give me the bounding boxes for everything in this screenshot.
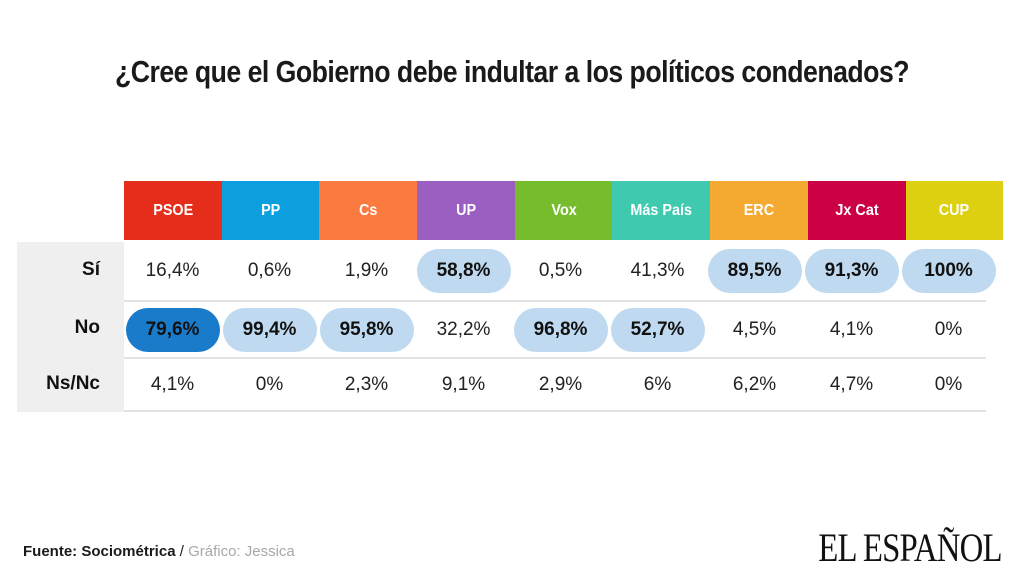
table-cell: 41,3% bbox=[609, 242, 706, 300]
table-cell: 0,6% bbox=[221, 242, 318, 300]
value-text: 0% bbox=[255, 373, 284, 395]
table-cell: 0% bbox=[900, 359, 997, 410]
table-cell: 91,3% bbox=[803, 242, 900, 300]
highlighted-value: 99,4% bbox=[222, 307, 317, 352]
value-text: 6,2% bbox=[732, 373, 777, 395]
party-label: Jx Cat bbox=[835, 201, 879, 219]
row-label-nsnc: Ns/Nc bbox=[46, 373, 100, 394]
table-cell: 79,6% bbox=[124, 302, 221, 357]
party-label: ERC bbox=[743, 201, 775, 219]
table-cell: 2,9% bbox=[512, 359, 609, 410]
party-header: PSOE bbox=[124, 181, 222, 240]
table-cell: 1,9% bbox=[318, 242, 415, 300]
value-text: 2,3% bbox=[344, 373, 389, 395]
party-header: Más País bbox=[612, 181, 711, 240]
value-text: 32,2% bbox=[436, 318, 491, 340]
table-cell: 16,4% bbox=[124, 242, 221, 300]
highlighted-value: 95,8% bbox=[319, 307, 414, 352]
table-cell: 0% bbox=[900, 302, 997, 357]
table-cell: 0,5% bbox=[512, 242, 609, 300]
highlighted-value: 52,7% bbox=[610, 307, 705, 352]
party-header: Vox bbox=[514, 181, 613, 240]
party-label: Más País bbox=[630, 201, 693, 219]
table-cell: 9,1% bbox=[415, 359, 512, 410]
row-divider bbox=[124, 410, 986, 412]
value-text: 4,5% bbox=[732, 318, 777, 340]
table-row-no: 79,6% 99,4% 95,8% 32,2% 96,8% 52,7% 4,5% 4,1% 0% bbox=[124, 302, 997, 357]
table-cell: 2,3% bbox=[318, 359, 415, 410]
value-text: 0,5% bbox=[538, 260, 583, 281]
el-espanol-logo: EL ESPAÑOL bbox=[818, 525, 1003, 570]
value-text: 1,9% bbox=[344, 260, 389, 281]
value-text: 4,1% bbox=[150, 373, 195, 395]
highlighted-value: 91,3% bbox=[804, 249, 899, 293]
party-header: UP bbox=[417, 181, 515, 240]
table-row-si: 16,4% 0,6% 1,9% 58,8% 0,5% 41,3% 89,5% 91,3% 100… bbox=[124, 242, 997, 300]
party-header: PP bbox=[221, 181, 320, 240]
value-text: 4,1% bbox=[829, 318, 874, 340]
party-label: Vox bbox=[550, 201, 577, 219]
table-row-nsnc: 4,1% 0% 2,3% 9,1% 2,9% 6% 6,2% 4,7% 0% bbox=[124, 359, 997, 410]
source-text: Fuente: Sociométrica bbox=[23, 543, 176, 560]
value-text: 16,4% bbox=[145, 260, 200, 281]
party-label: CUP bbox=[939, 201, 970, 219]
value-text: 0,6% bbox=[247, 260, 292, 281]
party-header-row: PSOE PP Cs UP Vox Más País ERC Jx Cat CUP bbox=[124, 181, 1004, 240]
highlighted-value: 100% bbox=[901, 249, 996, 293]
row-divider bbox=[124, 357, 986, 359]
row-labels-panel: Sí No Ns/Nc bbox=[17, 242, 124, 412]
table-cell: 95,8% bbox=[318, 302, 415, 357]
table-cell: 52,7% bbox=[609, 302, 706, 357]
highlighted-value: 96,8% bbox=[513, 307, 608, 352]
credit-text: Gráfico: Jessica bbox=[188, 543, 295, 560]
party-label: PSOE bbox=[152, 201, 193, 219]
value-text: 0% bbox=[934, 373, 963, 395]
footer-credits: Fuente: Sociométrica / Gráfico: Jessica bbox=[23, 543, 295, 560]
highlighted-value: 58,8% bbox=[416, 249, 511, 293]
table-cell: 4,1% bbox=[124, 359, 221, 410]
value-text: 6% bbox=[643, 373, 672, 395]
value-text: 0% bbox=[934, 318, 963, 340]
highlighted-value: 79,6% bbox=[125, 307, 220, 352]
separator: / bbox=[175, 543, 189, 560]
table-cell: 6,2% bbox=[706, 359, 803, 410]
table-cell: 4,5% bbox=[706, 302, 803, 357]
value-text: 9,1% bbox=[441, 373, 486, 395]
row-divider bbox=[124, 300, 986, 302]
value-text: 41,3% bbox=[630, 260, 685, 281]
table-cell: 32,2% bbox=[415, 302, 512, 357]
value-text: 2,9% bbox=[538, 373, 583, 395]
party-label: PP bbox=[260, 201, 281, 219]
table-cell: 4,1% bbox=[803, 302, 900, 357]
chart-title: ¿Cree que el Gobierno debe indultar a lo… bbox=[114, 54, 910, 89]
value-text: 4,7% bbox=[829, 373, 874, 395]
table-cell: 100% bbox=[900, 242, 997, 300]
row-label-si: Sí bbox=[82, 259, 100, 280]
party-header: Cs bbox=[319, 181, 418, 240]
party-label: UP bbox=[455, 201, 476, 219]
table-cell: 89,5% bbox=[706, 242, 803, 300]
row-label-no: No bbox=[74, 317, 100, 338]
table-cell: 4,7% bbox=[803, 359, 900, 410]
party-header: ERC bbox=[710, 181, 808, 240]
table-cell: 6% bbox=[609, 359, 706, 410]
table-cell: 0% bbox=[221, 359, 318, 410]
party-header: CUP bbox=[905, 181, 1004, 240]
party-header: Jx Cat bbox=[807, 181, 906, 240]
table-cell: 96,8% bbox=[512, 302, 609, 357]
party-label: Cs bbox=[359, 201, 378, 219]
table-cell: 58,8% bbox=[415, 242, 512, 300]
highlighted-value: 89,5% bbox=[707, 249, 802, 293]
table-cell: 99,4% bbox=[221, 302, 318, 357]
